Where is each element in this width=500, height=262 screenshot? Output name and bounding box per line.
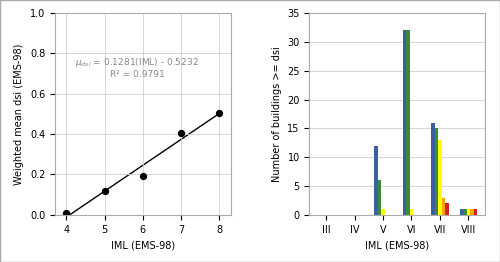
Point	[139, 173, 147, 178]
Bar	[382, 209, 384, 215]
Point	[62, 211, 70, 215]
Bar	[470, 209, 474, 215]
Bar	[467, 209, 470, 215]
Y-axis label: Number of buildings >= dsi: Number of buildings >= dsi	[272, 46, 281, 182]
Bar	[438, 140, 442, 215]
Bar	[474, 209, 477, 215]
Bar	[442, 198, 445, 215]
X-axis label: IML (EMS-98): IML (EMS-98)	[365, 240, 430, 250]
Text: $\mu_{dsi}$ = 0.1281(IML) - 0.5232
R² = 0.9791: $\mu_{dsi}$ = 0.1281(IML) - 0.5232 R² = …	[75, 56, 199, 79]
Point	[100, 189, 108, 193]
Bar	[432, 123, 435, 215]
Bar	[410, 209, 413, 215]
Point	[215, 111, 223, 115]
Bar	[460, 209, 464, 215]
Point	[177, 131, 185, 135]
Bar	[406, 30, 410, 215]
X-axis label: IML (EMS-98): IML (EMS-98)	[110, 240, 175, 250]
Y-axis label: Weighted mean dsi (EMS-98): Weighted mean dsi (EMS-98)	[14, 43, 24, 185]
Bar	[374, 146, 378, 215]
Bar	[403, 30, 406, 215]
Bar	[464, 209, 467, 215]
Bar	[378, 180, 382, 215]
Bar	[435, 128, 438, 215]
Bar	[445, 203, 448, 215]
